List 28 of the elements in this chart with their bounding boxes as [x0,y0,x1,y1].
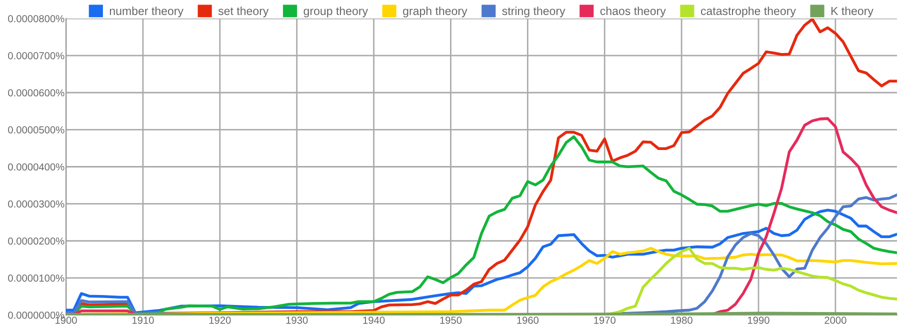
x-tick-label: 1900 [55,316,77,324]
legend-label: graph theory [403,6,468,18]
x-tick-label: 1920 [209,316,231,324]
y-tick-label: 0.0000000% [8,312,64,319]
y-tick-label: 0.0000600% [8,89,64,96]
x-tick-label: 1910 [132,316,154,324]
legend-label: chaos theory [600,6,666,18]
x-tick-label: 1960 [517,316,539,324]
legend-label: number theory [110,6,184,18]
legend-label: set theory [218,6,269,18]
y-tick-label: 0.0000300% [8,200,64,208]
x-tick-label: 1980 [671,316,692,324]
y-tick-label: 0.0000100% [8,274,64,282]
y-tick-label: 0.0000400% [8,163,64,171]
x-tick-label: 1930 [286,316,308,324]
y-tick-label: 0.0000700% [8,52,64,60]
legend-label: K theory [831,6,874,18]
x-tick-label: 1970 [594,316,616,324]
legend-label: string theory [502,6,566,18]
x-tick-label: 2000 [824,316,846,324]
y-tick-label: 0.0000200% [8,237,64,245]
x-tick-label: 1950 [440,316,462,324]
y-tick-label: 0.0000500% [8,126,64,134]
y-tick-label: 0.0000800% [8,15,64,22]
legend-label: group theory [304,6,368,18]
x-tick-label: 1990 [748,316,770,324]
legend-label: catastrophe theory [700,6,796,18]
x-tick-label: 1940 [363,316,385,324]
